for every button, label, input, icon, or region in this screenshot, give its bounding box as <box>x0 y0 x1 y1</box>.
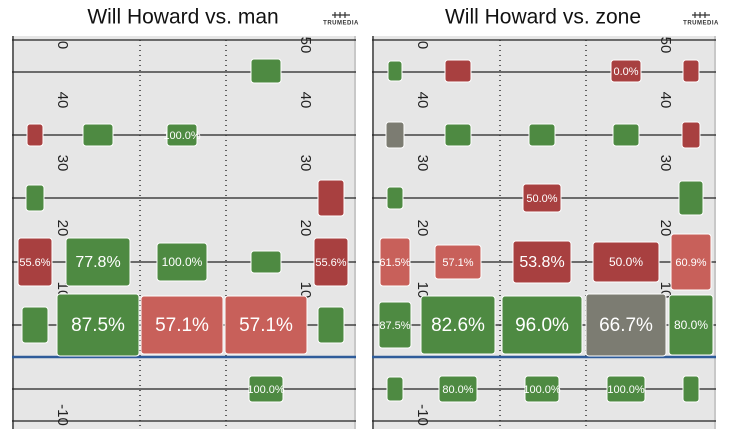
cell <box>385 121 405 149</box>
cell-label: 55.6% <box>19 257 50 269</box>
cell-label: 82.6% <box>431 315 485 336</box>
cell <box>82 123 114 147</box>
cell <box>379 237 411 287</box>
panel: Will Howard vs. man TRUMEDIA 0 40 30 20 10 -10 5… <box>12 6 359 429</box>
cell <box>17 237 53 287</box>
yard-number: -10 <box>54 404 71 426</box>
yard-number: 50 <box>297 37 314 54</box>
field <box>12 36 356 429</box>
brand-logo: TRUMEDIA <box>323 21 359 27</box>
cell <box>248 375 284 403</box>
yard-number: 30 <box>54 155 71 172</box>
cell <box>317 306 345 344</box>
cell <box>156 242 208 282</box>
cell <box>524 375 560 403</box>
cell-label: 55.6% <box>315 257 346 269</box>
yard-number: -10 <box>414 404 431 426</box>
yard-number: 30 <box>657 155 674 172</box>
cell <box>682 59 700 83</box>
cell <box>224 295 308 355</box>
cell <box>522 183 562 213</box>
cell <box>585 293 667 357</box>
cell <box>612 123 640 147</box>
cell <box>610 59 642 83</box>
cell-label: 96.0% <box>515 315 569 336</box>
cell <box>317 179 345 217</box>
cell-label: 77.8% <box>75 254 120 271</box>
cell <box>56 293 140 357</box>
cell <box>501 295 583 355</box>
brand-logo: TRUMEDIA <box>683 21 719 27</box>
cell <box>678 180 704 216</box>
cell-label: 66.7% <box>599 315 653 336</box>
field <box>372 36 716 429</box>
cell <box>250 250 282 274</box>
brand-icon <box>332 12 350 18</box>
cell <box>444 59 472 83</box>
cell <box>438 375 478 403</box>
cell <box>65 237 131 287</box>
yard-number: 50 <box>657 37 674 54</box>
cell <box>512 240 572 284</box>
cell-label: 100.0% <box>523 384 561 396</box>
yard-number: 20 <box>54 220 71 237</box>
cell-label: 0.0% <box>613 66 638 78</box>
cell-label: 57.1% <box>239 315 293 336</box>
cell <box>387 60 403 82</box>
cell-label: 100.0% <box>163 130 201 142</box>
cell <box>386 376 404 402</box>
panel-title: Will Howard vs. zone <box>445 6 641 29</box>
cell <box>140 295 224 355</box>
yard-number: 40 <box>657 92 674 109</box>
cell <box>606 375 646 403</box>
yard-number: 20 <box>297 220 314 237</box>
yard-number: 0 <box>54 41 71 49</box>
cell <box>250 58 282 84</box>
yard-number: 40 <box>54 92 71 109</box>
cell-label: 87.5% <box>71 315 125 336</box>
yard-number: 10 <box>414 282 431 299</box>
cell <box>378 301 412 349</box>
cell <box>528 123 556 147</box>
cell-label: 87.5% <box>379 320 410 332</box>
cell-label: 57.1% <box>442 257 473 269</box>
cell <box>668 294 714 356</box>
cell <box>434 244 482 280</box>
panel-title: Will Howard vs. man <box>87 6 278 29</box>
brand-icon <box>692 12 710 18</box>
cell-label: 80.0% <box>442 384 473 396</box>
cell-label: 57.1% <box>155 315 209 336</box>
cell-label: 53.8% <box>519 254 564 271</box>
cell <box>25 184 45 212</box>
cell <box>681 121 701 149</box>
cell-label: 61.5% <box>379 257 410 269</box>
yard-number: 0 <box>414 41 431 49</box>
cell <box>670 233 712 291</box>
panel: Will Howard vs. zone TRUMEDIA 0 40 30 20 10 -10… <box>372 6 719 429</box>
yard-number: 40 <box>414 92 431 109</box>
yard-number: 40 <box>297 92 314 109</box>
cell <box>682 375 700 403</box>
yard-number: 20 <box>414 220 431 237</box>
cell <box>386 186 404 210</box>
yard-number: 30 <box>414 155 431 172</box>
yard-number: 20 <box>657 220 674 237</box>
cell-label: 60.9% <box>675 257 706 269</box>
yard-number: 30 <box>297 155 314 172</box>
cell-label: 100.0% <box>162 255 203 269</box>
yard-number: 10 <box>297 282 314 299</box>
cell-label: 100.0% <box>607 384 645 396</box>
cell-label: 50.0% <box>526 193 557 205</box>
cell-label: 50.0% <box>609 255 643 269</box>
cell <box>166 123 198 147</box>
cell <box>313 237 349 287</box>
cell <box>420 295 496 355</box>
cell <box>592 241 660 283</box>
cell <box>444 123 472 147</box>
cell-label: 80.0% <box>674 318 708 332</box>
cell-label: 100.0% <box>247 384 285 396</box>
cell <box>26 123 44 147</box>
cell <box>21 306 49 344</box>
